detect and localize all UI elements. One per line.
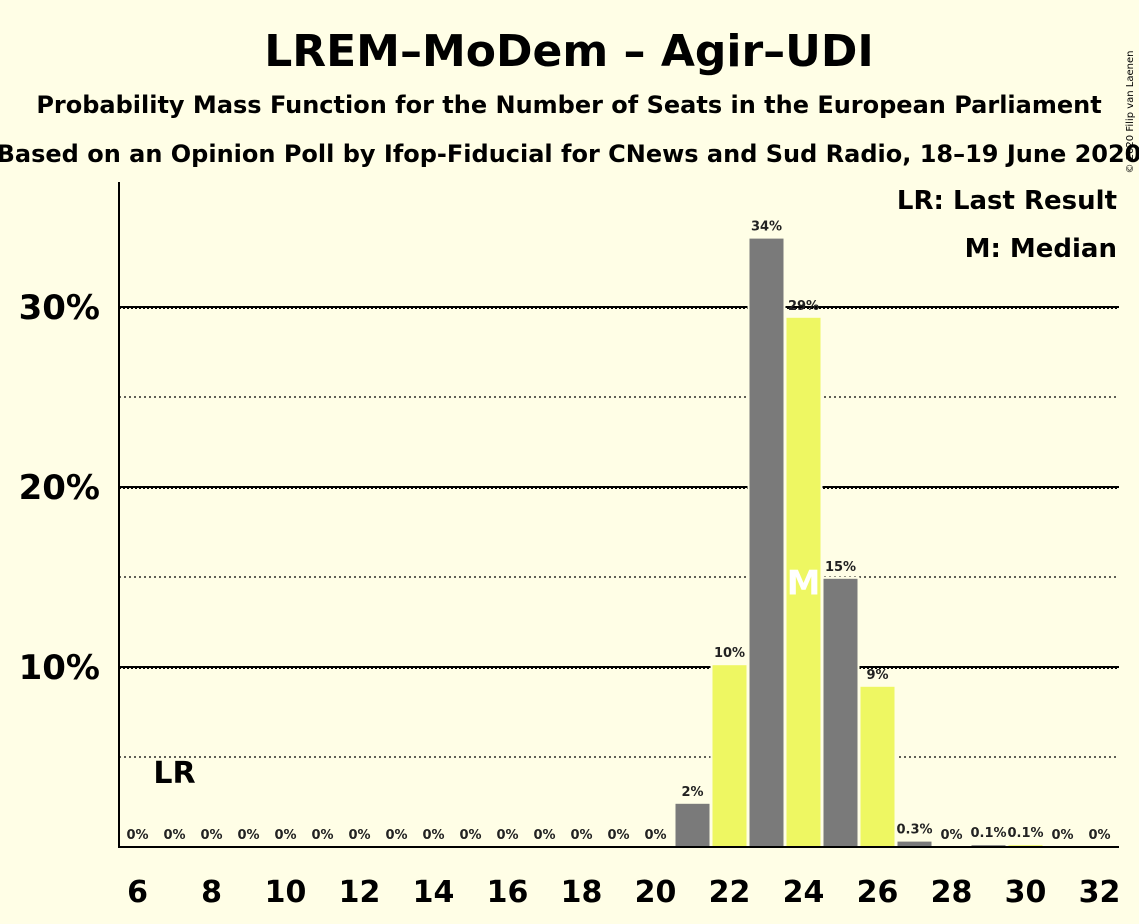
bar-label-seat-22: 10% bbox=[714, 646, 745, 661]
bar-label-seat-20: 0% bbox=[644, 828, 666, 843]
bar-seat-25 bbox=[824, 579, 858, 847]
x-tick-label-6: 6 bbox=[127, 875, 148, 910]
bars bbox=[674, 237, 1045, 847]
chart-title: LREM–MoDem – Agir–UDI bbox=[264, 26, 874, 77]
bar-seat-22 bbox=[713, 665, 747, 847]
chart-subtitle-source: Based on an Opinion Poll by Ifop-Fiducia… bbox=[0, 140, 1139, 168]
copyright-note: © 2020 Filip van Laenen bbox=[1125, 51, 1136, 174]
x-tick-label-22: 22 bbox=[709, 875, 751, 910]
bar-label-seat-24: 29% bbox=[788, 299, 819, 314]
x-tick-label-16: 16 bbox=[487, 875, 529, 910]
x-tick-label-10: 10 bbox=[265, 875, 307, 910]
bar-label-seat-17: 0% bbox=[533, 828, 555, 843]
grid-lines bbox=[119, 307, 1119, 757]
bar-label-seat-14: 0% bbox=[422, 828, 444, 843]
bar-label-seat-15: 0% bbox=[459, 828, 481, 843]
chart-subtitle: Probability Mass Function for the Number… bbox=[36, 91, 1101, 119]
bar-value-labels: 0% 0% 0% 0% 0% 0% 0% 0% 0% 0% 0% 0% 0% 0% 0% 2% 10% 34% 29… bbox=[126, 220, 1110, 843]
x-tick-label-26: 26 bbox=[857, 875, 899, 910]
y-tick-labels: 10% 20% 30% bbox=[19, 288, 100, 688]
x-tick-labels: 6 8 10 12 14 16 18 20 22 24 26 28 30 32 bbox=[127, 875, 1120, 910]
x-tick-label-20: 20 bbox=[635, 875, 677, 910]
bar-label-seat-28: 0% bbox=[940, 828, 962, 843]
x-tick-label-32: 32 bbox=[1079, 875, 1121, 910]
bar-label-seat-19: 0% bbox=[607, 828, 629, 843]
y-tick-label-20: 20% bbox=[19, 468, 100, 508]
bar-seat-21 bbox=[676, 804, 710, 847]
x-tick-label-18: 18 bbox=[561, 875, 603, 910]
bar-label-seat-12: 0% bbox=[348, 828, 370, 843]
bar-label-seat-31: 0% bbox=[1051, 828, 1073, 843]
bar-label-seat-16: 0% bbox=[496, 828, 518, 843]
y-tick-label-10: 10% bbox=[19, 648, 100, 688]
bar-seat-23 bbox=[750, 239, 784, 847]
x-tick-label-30: 30 bbox=[1005, 875, 1047, 910]
bar-label-seat-8: 0% bbox=[200, 828, 222, 843]
bar-label-seat-6: 0% bbox=[126, 828, 148, 843]
bar-label-seat-21: 2% bbox=[681, 785, 703, 800]
x-tick-label-12: 12 bbox=[339, 875, 381, 910]
bar-label-seat-23: 34% bbox=[751, 220, 782, 235]
bar-label-seat-30: 0.1% bbox=[1007, 826, 1043, 841]
axes bbox=[118, 182, 1119, 848]
bar-label-seat-13: 0% bbox=[385, 828, 407, 843]
x-tick-label-8: 8 bbox=[201, 875, 222, 910]
bar-label-seat-11: 0% bbox=[311, 828, 333, 843]
y-tick-label-30: 30% bbox=[19, 288, 100, 328]
bar-label-seat-7: 0% bbox=[163, 828, 185, 843]
bar-label-seat-18: 0% bbox=[570, 828, 592, 843]
bar-label-seat-9: 0% bbox=[237, 828, 259, 843]
bar-seat-26 bbox=[861, 687, 895, 847]
bar-label-seat-29: 0.1% bbox=[970, 826, 1006, 841]
bar-label-seat-32: 0% bbox=[1088, 828, 1110, 843]
x-tick-label-14: 14 bbox=[413, 875, 455, 910]
bar-label-seat-27: 0.3% bbox=[896, 823, 932, 838]
x-tick-label-24: 24 bbox=[783, 875, 825, 910]
x-tick-label-28: 28 bbox=[931, 875, 973, 910]
bar-label-seat-26: 9% bbox=[866, 668, 888, 683]
median-marker: M bbox=[787, 563, 821, 603]
legend-median: M: Median bbox=[965, 234, 1117, 264]
bar-label-seat-10: 0% bbox=[274, 828, 296, 843]
legend-last-result: LR: Last Result bbox=[897, 186, 1117, 216]
bar-label-seat-25: 15% bbox=[825, 560, 856, 575]
last-result-marker: LR bbox=[153, 756, 195, 791]
